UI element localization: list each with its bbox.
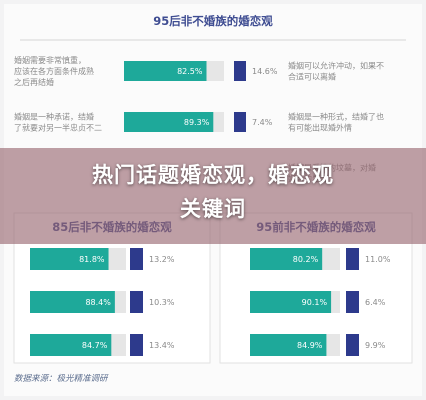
- bar-other-value: 14.6%: [252, 67, 278, 76]
- bar-main: [124, 61, 207, 81]
- chart-title: 95后非不婚族的婚恋观: [153, 14, 273, 28]
- row-label-right: 婚姻是一种形式，结婚了也: [288, 112, 384, 122]
- bar-main: [250, 334, 327, 356]
- bar-main: [250, 291, 332, 313]
- bar-other-value: 11.0%: [365, 255, 391, 264]
- bar-other-value: 13.2%: [149, 255, 175, 264]
- row-label-right: 有可能出现婚外情: [288, 123, 352, 133]
- bar-main: [30, 334, 112, 356]
- bar-main-value: 82.5%: [177, 67, 203, 76]
- bar-other: [130, 248, 143, 270]
- bar-other-value: 6.4%: [365, 298, 386, 307]
- bar-main-value: 80.2%: [293, 255, 319, 264]
- row-label-left: 婚姻需要非常慎重，: [14, 55, 86, 65]
- row-label-right: 婚姻可以允许冲动，如果不: [288, 61, 384, 71]
- bar-other: [234, 61, 246, 81]
- bar-main-value: 84.9%: [297, 341, 323, 350]
- bar-other: [234, 112, 246, 132]
- bar-main-value: 90.1%: [302, 298, 328, 307]
- bar-main: [30, 248, 109, 270]
- bar-main-value: 81.8%: [79, 255, 105, 264]
- bar-other: [130, 291, 143, 313]
- data-source: 数据来源：极光精准调研: [14, 374, 108, 384]
- bar-other-value: 13.4%: [149, 341, 175, 350]
- title-overlay-band: [0, 148, 426, 244]
- bar-other: [346, 248, 359, 270]
- bar-other-value: 7.4%: [252, 118, 273, 127]
- bar-main-value: 88.4%: [85, 298, 111, 307]
- bar-other: [130, 334, 143, 356]
- row-label-left: 之后再结婚: [14, 77, 54, 87]
- row-label-left: 应该在各方面条件成熟: [14, 66, 94, 76]
- bar-other-value: 9.9%: [365, 341, 386, 350]
- bar-main-value: 84.7%: [82, 341, 108, 350]
- bar-main: [250, 248, 323, 270]
- row-label-right: 合适可以离婚: [288, 72, 336, 82]
- overlay-title-line1: 热门话题婚恋观，婚恋观: [92, 163, 334, 187]
- overlay-title-line2: 关键词: [180, 197, 246, 221]
- bar-main: [30, 291, 115, 313]
- row-label-left: 婚姻是一种承诺，结婚: [14, 112, 94, 122]
- bar-other: [346, 334, 359, 356]
- row-label-left: 了就要对另一半忠贞不二: [14, 123, 102, 133]
- overlay-title: 热门话题婚恋观，婚恋观 关键词: [0, 158, 426, 226]
- bar-other-value: 10.3%: [149, 298, 175, 307]
- bar-main-value: 89.3%: [184, 118, 210, 127]
- bar-other: [346, 291, 359, 313]
- bar-main: [124, 112, 214, 132]
